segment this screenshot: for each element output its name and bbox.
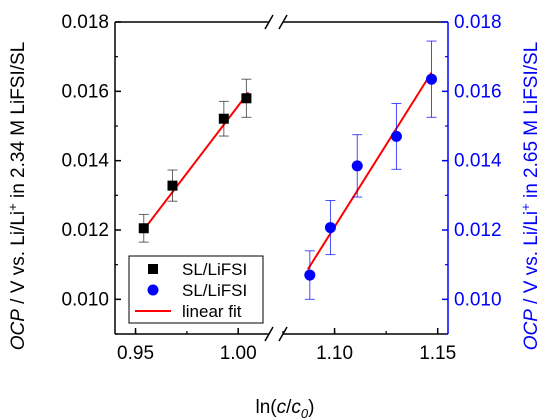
- right-y-tick-label: 0.010: [454, 289, 502, 310]
- x-axis-title-part: ln(: [256, 397, 278, 418]
- right-y-tick-label: 0.016: [454, 81, 502, 102]
- right-y-tick-label: 0.012: [454, 220, 502, 241]
- right-y-axis-title-part: +: [518, 203, 533, 211]
- legend: SL/LiFSI SL/LiFSI linear fit: [128, 255, 264, 324]
- left-y-tick-label: 0.012: [61, 220, 109, 241]
- axis-titles: ln(c/c0)OCP / V vs. Li/Li+ in 2.34 M LiF…: [5, 42, 542, 420]
- data-point-square: [138, 223, 149, 234]
- legend-label: linear fit: [182, 302, 242, 321]
- linear-fit-line-left: [140, 91, 250, 234]
- legend-label: SL/LiFSI: [182, 260, 247, 279]
- legend-marker-square: [148, 264, 158, 274]
- x-tick-label: 0.95: [117, 343, 154, 364]
- x-axis-title-part: 0: [301, 406, 309, 420]
- right-y-axis-title-part: OCP: [521, 309, 542, 351]
- right-y-tick-label: 0.018: [454, 12, 502, 33]
- left-y-tick-label: 0.016: [61, 81, 109, 102]
- left-y-tick-label: 0.014: [61, 151, 109, 172]
- left-y-axis-title-part: / V vs. Li/Li: [8, 211, 29, 309]
- data-point-circle: [304, 269, 316, 281]
- x-tick-label: 1.00: [220, 343, 257, 364]
- data-point-circle: [426, 73, 437, 85]
- x-tick-label: 1.10: [316, 343, 353, 364]
- right-y-tick-label: 0.014: [454, 151, 502, 172]
- axis-break-mark: [264, 326, 274, 342]
- legend-label: SL/LiFSI: [182, 281, 247, 300]
- left-y-axis-title: OCP / V vs. Li/Li+ in 2.34 M LiFSI/SL: [5, 42, 29, 351]
- right-y-axis-title: OCP / V vs. Li/Li+ in 2.65 M LiFSI/SL: [518, 42, 542, 351]
- x-axis-title-part: ): [308, 397, 314, 418]
- x-axis-title: ln(c/c0): [256, 397, 315, 420]
- data-point-circle: [390, 130, 402, 142]
- legend-marker-circle: [147, 284, 159, 296]
- data-layer: [138, 40, 437, 300]
- x-tick-label: 1.15: [419, 343, 456, 364]
- data-point-square: [241, 93, 252, 104]
- left-y-axis-title-part: in 2.34 M LiFSI/SL: [8, 42, 29, 204]
- data-point-square: [167, 180, 178, 191]
- axes-layer: 0.010 0.010 0.012 0.012 0.014 0.014 0.016 0.016…: [61, 12, 502, 364]
- left-y-tick-label: 0.018: [61, 12, 109, 33]
- data-point-circle: [351, 160, 363, 172]
- x-axis-title-part: /: [286, 397, 292, 418]
- left-y-tick-label: 0.010: [61, 289, 109, 310]
- data-point-circle: [324, 222, 336, 234]
- axis-break-mark: [264, 14, 274, 30]
- x-axis-title-part: c: [291, 397, 301, 418]
- axis-break-mark: [278, 14, 288, 30]
- left-y-axis-title-part: +: [5, 203, 20, 211]
- right-y-axis-title-part: / V vs. Li/Li: [521, 211, 542, 309]
- left-y-axis-title-part: OCP: [8, 309, 29, 351]
- linear-fit-line-right: [306, 72, 433, 271]
- right-y-axis-title-part: in 2.65 M LiFSI/SL: [521, 42, 542, 204]
- data-point-square: [218, 113, 229, 124]
- x-axis-title-part: c: [277, 397, 287, 418]
